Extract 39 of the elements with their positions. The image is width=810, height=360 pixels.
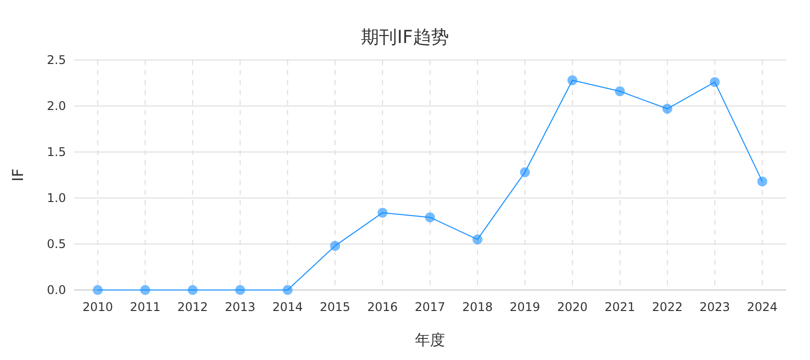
point [567,75,578,86]
y-tick-label: 1.0 [46,191,66,205]
x-tick-label: 2011 [130,300,160,314]
x-tick-label: 2012 [177,300,208,314]
x-tick-label: 2016 [367,300,398,314]
x-tick-label: 2024 [746,300,778,314]
y-tick-label: 0.5 [46,237,66,251]
x-tick-label: 2021 [604,300,636,314]
point [140,285,150,295]
point [614,86,625,96]
point [520,167,530,178]
y-tick-label: 1.5 [46,145,66,159]
x-tick-label: 2013 [224,300,256,314]
x-tick-label: 2019 [510,300,540,314]
y-tick-label: 0.0 [46,283,66,297]
point [188,285,198,295]
y-axis-title: IF [9,168,27,182]
x-tick-label: 2018 [462,300,493,314]
y-tick-label: 2.0 [46,99,66,113]
point [235,285,246,295]
point [757,176,768,186]
x-tick-label: 2017 [414,300,446,314]
x-tick-label: 2020 [557,300,588,314]
x-tick-label: 2015 [320,300,350,314]
y-tick-label: 2.5 [46,53,66,67]
x-tick-label: 2023 [700,300,730,314]
chart-title: 期刊IF趋势 [361,27,449,48]
x-tick-label: 2022 [652,300,683,314]
x-axis-title: 年度 [415,331,445,349]
point [378,208,388,218]
point [330,240,340,251]
x-tick-label: 2014 [272,300,303,314]
point [282,285,293,295]
point [425,212,435,222]
point [92,285,103,295]
x-tick-label: 2010 [82,300,114,314]
point [472,234,482,244]
point [710,77,720,88]
point [662,104,672,114]
